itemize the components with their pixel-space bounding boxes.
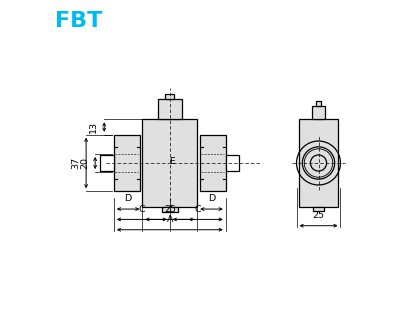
Text: 20: 20 <box>80 157 89 169</box>
Bar <box>312 207 323 211</box>
Bar <box>100 155 114 171</box>
Bar <box>161 207 177 212</box>
Bar <box>199 135 225 191</box>
Text: D: D <box>207 194 215 203</box>
Bar <box>299 119 337 207</box>
Text: 25: 25 <box>312 211 324 220</box>
Bar <box>312 106 324 119</box>
Bar <box>225 155 239 171</box>
Bar <box>315 101 320 106</box>
Text: D: D <box>124 194 131 203</box>
Text: 13: 13 <box>89 121 98 133</box>
Text: C: C <box>138 205 145 214</box>
Bar <box>142 119 197 207</box>
Text: C: C <box>194 205 201 214</box>
Text: 37: 37 <box>71 157 80 169</box>
Text: FBT: FBT <box>55 11 102 31</box>
Text: A: A <box>166 215 173 224</box>
Bar <box>157 99 181 119</box>
Bar <box>165 94 174 99</box>
Text: 25: 25 <box>164 205 176 214</box>
Text: E: E <box>168 157 174 166</box>
Bar <box>114 135 140 191</box>
